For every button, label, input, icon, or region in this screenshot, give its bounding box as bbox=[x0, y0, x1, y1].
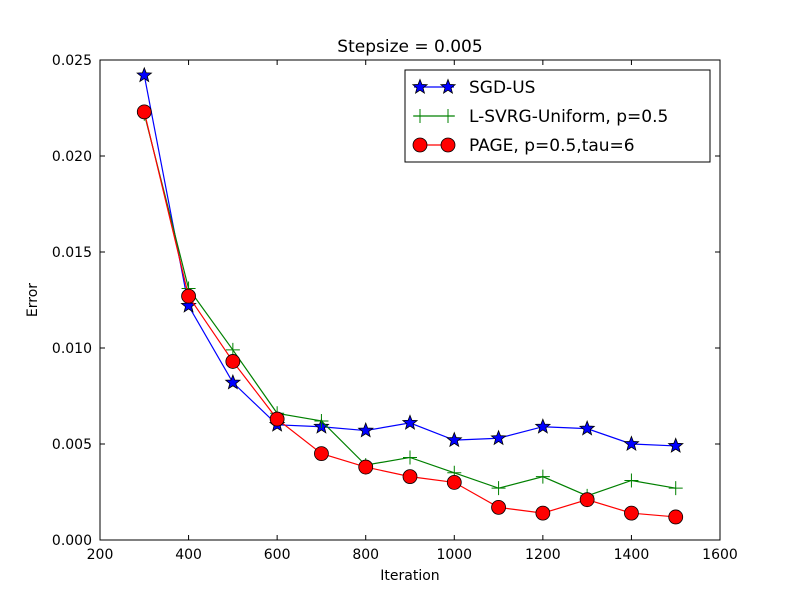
data-point bbox=[403, 450, 417, 465]
data-point bbox=[535, 469, 550, 484]
data-point bbox=[491, 481, 506, 496]
data-point bbox=[534, 418, 552, 434]
data-point bbox=[667, 437, 684, 453]
y-tick-label: 0.015 bbox=[52, 245, 92, 261]
x-tick-label: 600 bbox=[264, 547, 291, 563]
legend-marker bbox=[413, 109, 427, 123]
data-point bbox=[314, 413, 329, 428]
legend-label-l-svrg-uniform: L-SVRG-Uniform, p=0.5 bbox=[469, 107, 668, 127]
x-axis-label: Iteration bbox=[380, 568, 439, 584]
legend-entry-page: PAGE, p=0.5,tau=6 bbox=[412, 136, 635, 156]
data-point bbox=[225, 354, 241, 369]
y-tick-label: 0.025 bbox=[52, 53, 92, 69]
y-tick-label: 0.020 bbox=[52, 149, 92, 165]
data-point bbox=[136, 104, 152, 120]
data-point bbox=[491, 499, 506, 515]
legend-label-page: PAGE, p=0.5,tau=6 bbox=[469, 136, 635, 156]
data-point bbox=[579, 492, 595, 508]
data-point bbox=[181, 288, 196, 304]
data-point bbox=[446, 474, 462, 490]
plot-area bbox=[136, 66, 684, 525]
y-tick-label: 0.010 bbox=[52, 341, 92, 357]
x-tick-label: 200 bbox=[87, 547, 114, 563]
data-point bbox=[357, 421, 374, 438]
x-tick-label: 1000 bbox=[436, 547, 472, 563]
chart-title: Stepsize = 0.005 bbox=[337, 37, 482, 57]
x-tick-label: 1400 bbox=[614, 547, 650, 563]
data-point bbox=[623, 435, 640, 451]
legend-marker bbox=[440, 137, 456, 153]
x-tick-label: 800 bbox=[352, 547, 379, 563]
x-tick-label: 1600 bbox=[702, 547, 738, 563]
data-point bbox=[314, 446, 329, 462]
data-point bbox=[446, 431, 463, 448]
legend-marker bbox=[439, 78, 457, 94]
data-point bbox=[624, 473, 639, 488]
data-point bbox=[224, 373, 242, 390]
data-point bbox=[402, 469, 418, 485]
legend-entry-l-svrg-uniform: L-SVRG-Uniform, p=0.5 bbox=[413, 107, 668, 127]
data-point bbox=[490, 429, 507, 446]
y-axis-label: Error bbox=[25, 283, 41, 317]
data-point bbox=[624, 505, 639, 521]
data-point bbox=[668, 509, 684, 525]
data-point bbox=[578, 420, 596, 436]
legend-marker bbox=[412, 137, 428, 153]
series-2 bbox=[136, 104, 684, 525]
legend-label-sgd-us: SGD-US bbox=[469, 78, 535, 98]
legend: SGD-US L-SVRG-Uniform, p=0.5 PAGE, p=0.5… bbox=[404, 69, 711, 163]
data-point bbox=[136, 66, 153, 83]
series-0 bbox=[136, 66, 684, 453]
y-tick-label: 0.000 bbox=[52, 533, 92, 549]
legend-entry-sgd-us: SGD-US bbox=[411, 78, 535, 98]
legend-box bbox=[404, 69, 711, 163]
legend-marker bbox=[411, 78, 429, 94]
legend-marker bbox=[441, 109, 455, 123]
x-tick-label: 1200 bbox=[525, 547, 561, 563]
y-tick-label: 0.005 bbox=[52, 437, 92, 453]
data-point bbox=[358, 459, 374, 475]
data-point bbox=[401, 414, 419, 430]
data-point bbox=[269, 411, 285, 427]
axes: 200 400 600 800 1000 1200 1400 1600 0.000 0.005 0.… bbox=[52, 53, 738, 563]
data-point bbox=[668, 481, 683, 496]
plot-frame bbox=[99, 59, 721, 541]
legend-swatch-page bbox=[412, 137, 456, 153]
data-point bbox=[535, 505, 551, 521]
legend-swatch-sgd-us bbox=[411, 78, 457, 94]
x-tick-label: 400 bbox=[175, 547, 202, 563]
legend-swatch-l-svrg-uniform bbox=[413, 109, 455, 123]
